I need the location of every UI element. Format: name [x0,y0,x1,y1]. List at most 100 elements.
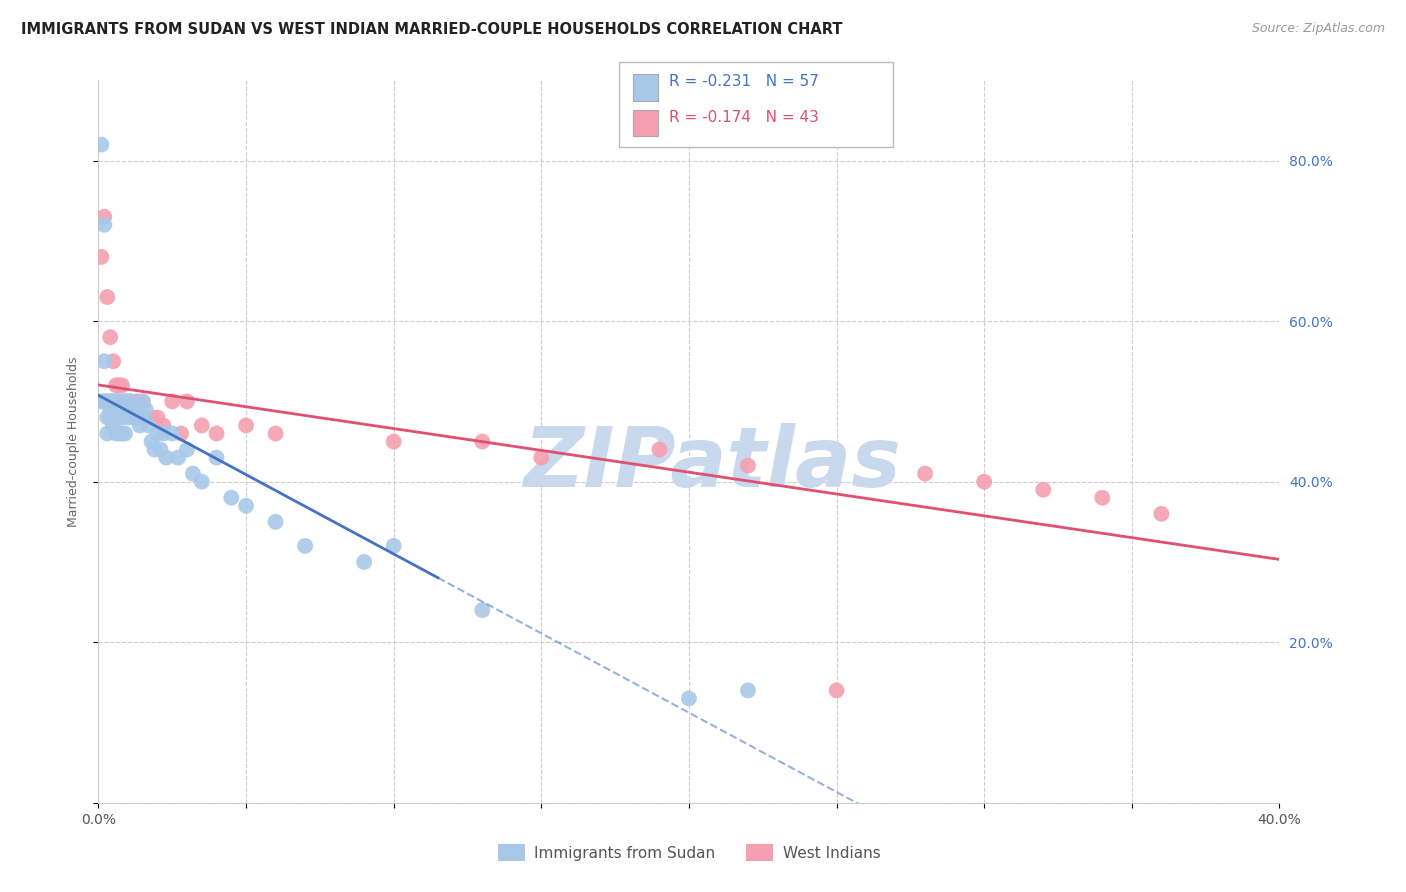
Point [96,426,118,441]
Point [93,394,115,409]
Point [162,394,183,409]
Point [167,450,190,465]
Point [105,410,128,425]
Point [111,410,134,425]
Point [120,394,142,409]
Point [181,467,204,481]
Point [191,418,214,433]
Point [114,426,136,441]
Point [648,442,671,457]
Point [205,426,228,441]
Point [117,410,139,425]
Point [103,394,125,409]
Text: R = -0.174   N = 43: R = -0.174 N = 43 [669,110,820,125]
Legend: Immigrants from Sudan, West Indians: Immigrants from Sudan, West Indians [492,838,886,867]
Point [176,394,198,409]
Point [117,402,139,417]
Point [155,450,177,465]
Point [125,410,148,425]
Point [114,394,136,409]
Point [141,410,163,425]
Point [93,354,115,368]
Point [98,394,121,409]
Point [108,426,131,441]
Point [264,515,287,529]
Point [737,683,759,698]
Point [205,450,228,465]
Point [1032,483,1054,497]
Point [1150,507,1173,521]
Point [128,418,150,433]
Point [96,290,118,304]
Point [117,394,139,409]
Point [105,394,128,409]
Point [108,394,131,409]
Point [235,418,257,433]
Point [105,378,128,392]
Point [135,410,157,425]
Point [149,442,172,457]
Point [221,491,243,505]
Point [98,394,121,409]
Point [135,402,157,417]
Text: IMMIGRANTS FROM SUDAN VS WEST INDIAN MARRIED-COUPLE HOUSEHOLDS CORRELATION CHART: IMMIGRANTS FROM SUDAN VS WEST INDIAN MAR… [21,22,842,37]
Point [105,426,128,441]
Point [105,394,128,409]
Point [471,434,494,449]
Point [471,603,494,617]
Point [162,426,183,441]
Point [96,394,118,409]
Point [125,394,148,409]
Point [132,394,155,409]
Point [973,475,995,489]
Point [111,426,134,441]
Point [93,218,115,232]
Point [128,410,150,425]
Point [132,394,155,409]
Point [530,450,553,465]
Point [141,434,163,449]
Point [146,426,169,441]
Point [93,394,115,409]
Point [122,410,145,425]
Point [103,418,125,433]
Text: ZIPatlas: ZIPatlas [523,423,901,504]
Point [90,250,112,264]
Point [143,442,166,457]
Point [152,418,174,433]
Point [90,394,112,409]
Point [737,458,759,473]
Text: R = -0.231   N = 57: R = -0.231 N = 57 [669,74,820,89]
Point [353,555,375,569]
Point [103,354,125,368]
Point [122,402,145,417]
Text: Source: ZipAtlas.com: Source: ZipAtlas.com [1251,22,1385,36]
Point [264,426,287,441]
Point [111,378,134,392]
Point [103,394,125,409]
Point [191,475,214,489]
Point [111,394,134,409]
Point [132,410,155,425]
Point [382,539,405,553]
Y-axis label: Married-couple Households: Married-couple Households [67,356,80,527]
Point [108,402,131,417]
Point [93,210,115,224]
Point [678,691,700,706]
Point [382,434,405,449]
Point [98,402,121,417]
Point [138,418,160,433]
Point [152,426,174,441]
Point [176,442,198,457]
Point [96,394,118,409]
Point [146,410,169,425]
Point [235,499,257,513]
Point [114,394,136,409]
Point [108,378,131,392]
Point [914,467,936,481]
Point [825,683,848,698]
Point [98,410,121,425]
Point [103,410,125,425]
Point [108,394,131,409]
Point [103,402,125,417]
